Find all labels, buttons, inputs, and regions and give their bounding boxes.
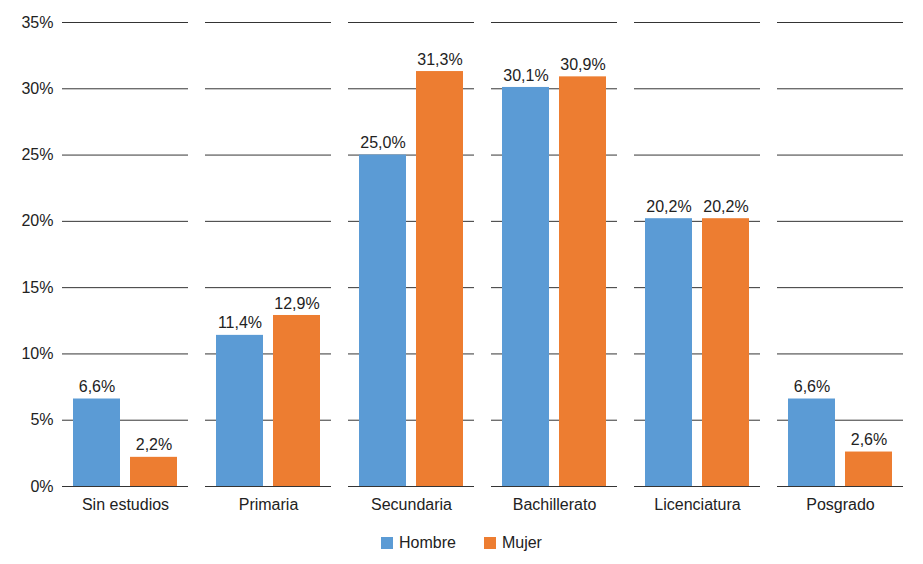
svg-text:Sin estudios: Sin estudios	[82, 496, 169, 513]
svg-text:25,0%: 25,0%	[360, 134, 405, 151]
svg-text:30%: 30%	[21, 80, 53, 97]
svg-text:31,3%: 31,3%	[417, 51, 462, 68]
svg-text:Primaria: Primaria	[239, 496, 299, 513]
svg-text:15%: 15%	[21, 279, 53, 296]
svg-text:2,2%: 2,2%	[136, 436, 172, 453]
svg-text:30,1%: 30,1%	[503, 67, 548, 84]
svg-text:Bachillerato: Bachillerato	[513, 496, 597, 513]
svg-text:5%: 5%	[30, 411, 53, 428]
html-text:Mujer: Mujer	[501, 534, 542, 551]
svg-text:Licenciatura: Licenciatura	[654, 496, 740, 513]
svg-text:0%: 0%	[30, 478, 53, 495]
svg-text:6,6%: 6,6%	[794, 378, 830, 395]
svg-text:20%: 20%	[21, 212, 53, 229]
svg-text:2,6%: 2,6%	[851, 431, 887, 448]
html-text:Hombre: Hombre	[399, 534, 456, 551]
svg-text:20,2%: 20,2%	[703, 198, 748, 215]
svg-text:6,6%: 6,6%	[79, 378, 115, 395]
svg-text:25%: 25%	[21, 146, 53, 163]
svg-text:Secundaria: Secundaria	[371, 496, 452, 513]
svg-text:11,4%: 11,4%	[218, 314, 262, 331]
svg-text:20,2%: 20,2%	[646, 198, 691, 215]
svg-text:Posgrado: Posgrado	[806, 496, 875, 513]
svg-text:30,9%: 30,9%	[560, 56, 605, 73]
svg-text:10%: 10%	[21, 345, 53, 362]
svg-text:35%: 35%	[21, 14, 53, 31]
svg-text:12,9%: 12,9%	[274, 295, 319, 312]
